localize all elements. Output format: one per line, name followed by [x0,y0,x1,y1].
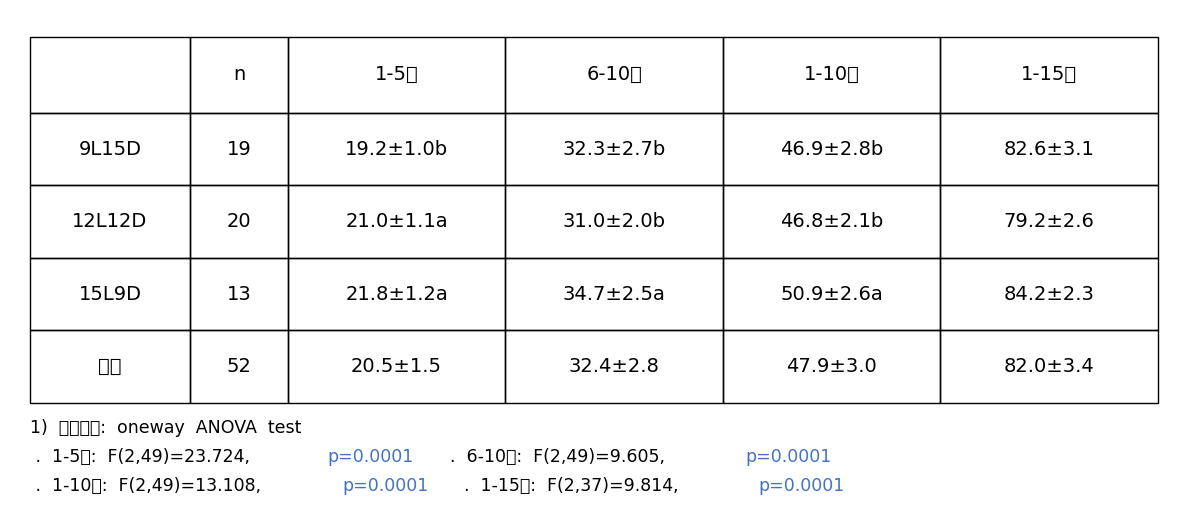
Text: 84.2±2.3: 84.2±2.3 [1004,285,1095,303]
Text: 21.0±1.1a: 21.0±1.1a [345,212,448,231]
Text: p=0.0001: p=0.0001 [744,448,831,466]
Text: 20: 20 [227,212,251,231]
Text: 21.8±1.2a: 21.8±1.2a [345,285,448,303]
Text: 19.2±1.0b: 19.2±1.0b [345,140,448,159]
Text: 9L15D: 9L15D [78,140,141,159]
Text: 13: 13 [227,285,251,303]
Text: 32.3±2.7b: 32.3±2.7b [562,140,666,159]
Text: 20.5±1.5: 20.5±1.5 [351,357,442,376]
Text: 12L12D: 12L12D [73,212,147,231]
Text: 46.9±2.8b: 46.9±2.8b [780,140,883,159]
Text: p=0.0001: p=0.0001 [342,477,428,495]
Text: 19: 19 [227,140,251,159]
Text: 47.9±3.0: 47.9±3.0 [786,357,877,376]
Text: .  6-10령:  F(2,49)=9.605,: . 6-10령: F(2,49)=9.605, [439,448,677,466]
Text: 쳙계: 쳙계 [99,357,121,376]
Text: 1-5령: 1-5령 [375,65,419,85]
Text: 82.0±3.4: 82.0±3.4 [1004,357,1095,376]
Text: n: n [233,65,245,85]
Text: 1-15령: 1-15령 [1021,65,1077,85]
Text: 32.4±2.8: 32.4±2.8 [568,357,660,376]
Text: 6-10령: 6-10령 [586,65,642,85]
Text: 15L9D: 15L9D [78,285,141,303]
Text: p=0.0001: p=0.0001 [328,448,414,466]
Text: 82.6±3.1: 82.6±3.1 [1004,140,1095,159]
Text: .  1-10령:  F(2,49)=13.108,: . 1-10령: F(2,49)=13.108, [30,477,272,495]
Text: 50.9±2.6a: 50.9±2.6a [780,285,883,303]
Text: .  1-5령:  F(2,49)=23.724,: . 1-5령: F(2,49)=23.724, [30,448,260,466]
Text: 46.8±2.1b: 46.8±2.1b [780,212,883,231]
Text: 34.7±2.5a: 34.7±2.5a [562,285,666,303]
Text: 79.2±2.6: 79.2±2.6 [1004,212,1095,231]
Text: 31.0±2.0b: 31.0±2.0b [562,212,666,231]
Text: 1)  통계분석:  oneway  ANOVA  test: 1) 통계분석: oneway ANOVA test [30,419,301,437]
Text: 1-10령: 1-10령 [804,65,860,85]
Text: p=0.0001: p=0.0001 [759,477,845,495]
Text: 52: 52 [227,357,251,376]
Text: .  1-15령:  F(2,37)=9.814,: . 1-15령: F(2,37)=9.814, [453,477,690,495]
